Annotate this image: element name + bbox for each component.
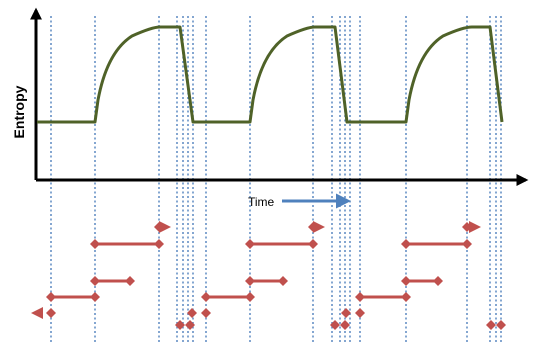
event-diamond <box>90 276 100 286</box>
event-diamond <box>201 292 211 302</box>
event-diamond <box>125 276 135 286</box>
entropy-curve <box>37 25 504 124</box>
event-diamond <box>341 308 351 318</box>
time-label: Time <box>248 195 275 209</box>
event-diamond <box>401 276 411 286</box>
event-diamond <box>308 222 318 232</box>
event-diamond <box>308 239 318 249</box>
event-triangle <box>159 221 171 233</box>
event-diamond <box>496 320 506 330</box>
event-diamond <box>355 292 365 302</box>
event-triangle <box>31 307 43 319</box>
event-diamond <box>154 239 164 249</box>
event-diamond <box>46 292 56 302</box>
event-diamond <box>90 292 100 302</box>
event-diamond <box>355 308 365 318</box>
event-diamond <box>185 320 195 330</box>
event-diamond <box>340 320 350 330</box>
event-diamond <box>245 276 255 286</box>
event-diamond <box>90 239 100 249</box>
event-triangle <box>469 221 481 233</box>
event-diamond <box>278 276 288 286</box>
event-diamond <box>175 320 185 330</box>
event-markers <box>31 221 506 330</box>
event-diamond <box>187 308 197 318</box>
event-diamond <box>154 222 164 232</box>
event-diamond <box>486 320 496 330</box>
event-diamond <box>462 222 472 232</box>
event-diamond <box>401 239 411 249</box>
event-diamond <box>433 276 443 286</box>
event-diamond <box>330 320 340 330</box>
event-diamond <box>245 292 255 302</box>
event-diamond <box>46 308 56 318</box>
event-diamond <box>245 239 255 249</box>
event-diamond <box>201 308 211 318</box>
event-diamond <box>462 239 472 249</box>
event-diamond <box>401 292 411 302</box>
y-axis-label: Entropy <box>11 85 27 138</box>
event-triangle <box>313 221 325 233</box>
